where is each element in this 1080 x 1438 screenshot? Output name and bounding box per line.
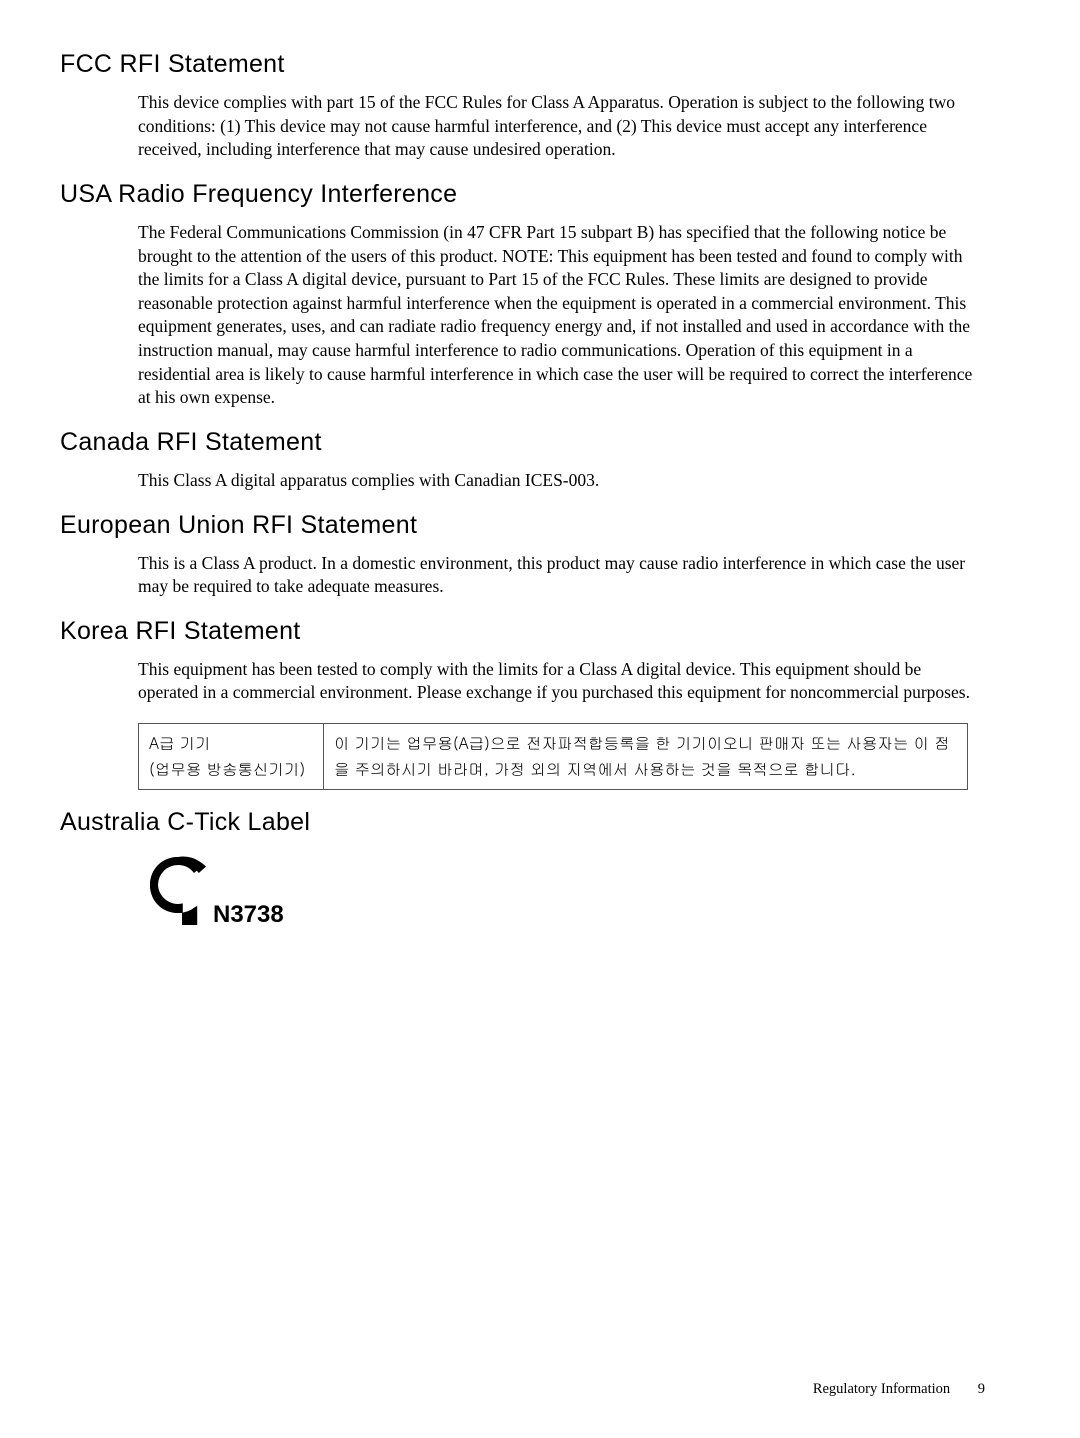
- fcc-body: This device complies with part 15 of the…: [138, 91, 985, 162]
- korea-table-col1: A급 기기 (업무용 방송통신기기): [139, 724, 324, 790]
- eu-body: This is a Class A product. In a domestic…: [138, 552, 985, 599]
- footer-title: Regulatory Information: [813, 1381, 950, 1397]
- fcc-heading: FCC RFI Statement: [60, 50, 985, 79]
- c-tick-label: N3738: [138, 849, 985, 929]
- korea-table: A급 기기 (업무용 방송통신기기) 이 기기는 업무용(A급)으로 전자파적합…: [138, 723, 968, 790]
- canada-body: This Class A digital apparatus complies …: [138, 469, 985, 493]
- usa-body: The Federal Communications Commission (i…: [138, 221, 985, 410]
- eu-heading: European Union RFI Statement: [60, 511, 985, 540]
- page-footer: Regulatory Information 9: [813, 1381, 985, 1398]
- australia-heading: Australia C-Tick Label: [60, 808, 985, 837]
- usa-heading: USA Radio Frequency Interference: [60, 180, 985, 209]
- korea-table-col2: 이 기기는 업무용(A급)으로 전자파적합등록을 한 기기이오니 판매자 또는 …: [324, 724, 968, 790]
- footer-page-number: 9: [978, 1381, 985, 1397]
- c-tick-icon: [138, 849, 218, 929]
- table-row: A급 기기 (업무용 방송통신기기) 이 기기는 업무용(A급)으로 전자파적합…: [139, 724, 968, 790]
- korea-col1-line2: (업무용 방송통신기기): [149, 758, 305, 780]
- korea-heading: Korea RFI Statement: [60, 617, 985, 646]
- c-tick-number: N3738: [213, 901, 284, 929]
- canada-heading: Canada RFI Statement: [60, 428, 985, 457]
- korea-body: This equipment has been tested to comply…: [138, 658, 985, 705]
- korea-col1-line1: A급 기기: [149, 732, 211, 754]
